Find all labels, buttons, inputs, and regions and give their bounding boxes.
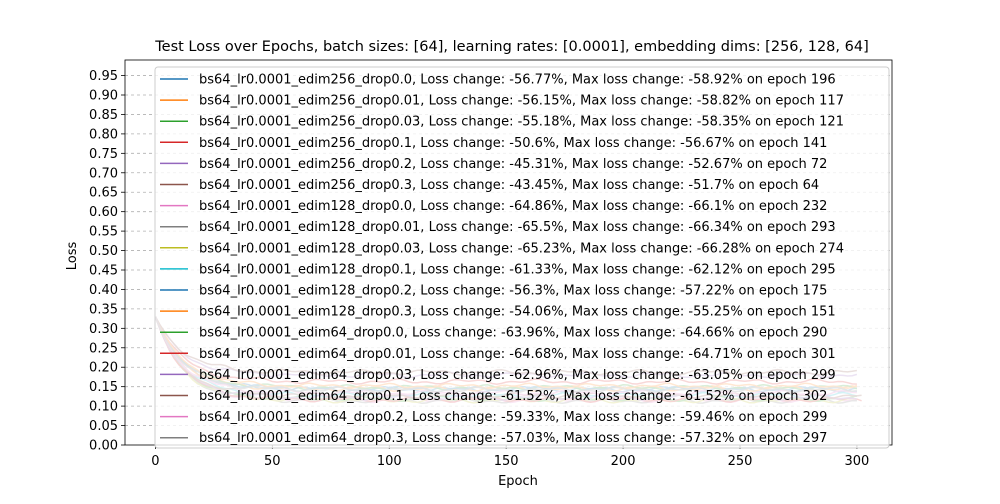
y-tick-label: 0.65 [89,186,118,201]
legend-entry: bs64_lr0.0001_edim256_drop0.01, Loss cha… [199,94,844,109]
x-axis-label: Epoch [498,474,538,489]
y-tick-label: 0.05 [89,419,118,434]
legend: bs64_lr0.0001_edim256_drop0.0, Loss chan… [154,66,890,449]
legend-entry: bs64_lr0.0001_edim128_drop0.03, Loss cha… [199,241,844,256]
legend-entry: bs64_lr0.0001_edim64_drop0.1, Loss chang… [199,389,827,404]
legend-entry: bs64_lr0.0001_edim64_drop0.3, Loss chang… [199,431,827,446]
legend-entry: bs64_lr0.0001_edim64_drop0.03, Loss chan… [199,368,836,383]
y-tick-label: 0.15 [89,380,118,395]
legend-entry: bs64_lr0.0001_edim128_drop0.2, Loss chan… [199,284,827,299]
y-tick-label: 0.35 [89,302,118,317]
x-ticks: 0 50 100 150 200 250 300 [151,445,869,469]
x-tick-label: 150 [494,454,519,469]
y-axis-label: Loss [65,242,80,271]
x-tick-label: 200 [611,454,636,469]
x-tick-label: 50 [264,454,281,469]
y-tick-label: 0.20 [89,361,118,376]
y-tick-label: 0.75 [89,147,118,162]
y-tick-label: 0.70 [89,166,118,181]
legend-entry: bs64_lr0.0001_edim128_drop0.0, Loss chan… [199,199,827,214]
y-tick-label: 0.00 [89,439,118,454]
x-tick-label: 0 [151,454,159,469]
y-tick-label: 0.50 [89,244,118,259]
legend-box [154,66,890,449]
y-tick-label: 0.40 [89,283,118,298]
y-tick-label: 0.80 [89,127,118,142]
y-tick-label: 0.30 [89,322,118,337]
legend-entry: bs64_lr0.0001_edim64_drop0.01, Loss chan… [199,347,836,362]
legend-entry: bs64_lr0.0001_edim128_drop0.3, Loss chan… [199,305,836,320]
legend-entry: bs64_lr0.0001_edim256_drop0.0, Loss chan… [199,73,836,88]
y-tick-label: 0.55 [89,225,118,240]
y-ticks: 0.00 0.05 0.10 0.15 0.20 0.25 0.30 0.35 0.40 0.45… [89,69,125,454]
x-tick-label: 250 [728,454,753,469]
y-tick-label: 0.25 [89,341,118,356]
x-tick-label: 100 [377,454,402,469]
y-tick-label: 0.85 [89,108,118,123]
legend-entry: bs64_lr0.0001_edim256_drop0.03, Loss cha… [199,115,844,130]
legend-entry: bs64_lr0.0001_edim64_drop0.2, Loss chang… [199,410,827,425]
y-tick-label: 0.90 [89,89,118,104]
x-tick-label: 300 [845,454,870,469]
y-tick-label: 0.95 [89,69,118,84]
legend-entry: bs64_lr0.0001_edim128_drop0.01, Loss cha… [199,220,836,235]
legend-entry: bs64_lr0.0001_edim64_drop0.0, Loss chang… [199,326,827,341]
legend-entry: bs64_lr0.0001_edim128_drop0.1, Loss chan… [199,262,836,277]
y-tick-label: 0.10 [89,400,118,415]
chart-title: Test Loss over Epochs, batch sizes: [64]… [154,39,869,55]
legend-entry: bs64_lr0.0001_edim256_drop0.2, Loss chan… [199,157,827,172]
legend-entry: bs64_lr0.0001_edim256_drop0.3, Loss chan… [199,178,819,193]
y-tick-label: 0.60 [89,205,118,220]
y-tick-label: 0.45 [89,264,118,279]
legend-entry: bs64_lr0.0001_edim256_drop0.1, Loss chan… [199,136,827,151]
